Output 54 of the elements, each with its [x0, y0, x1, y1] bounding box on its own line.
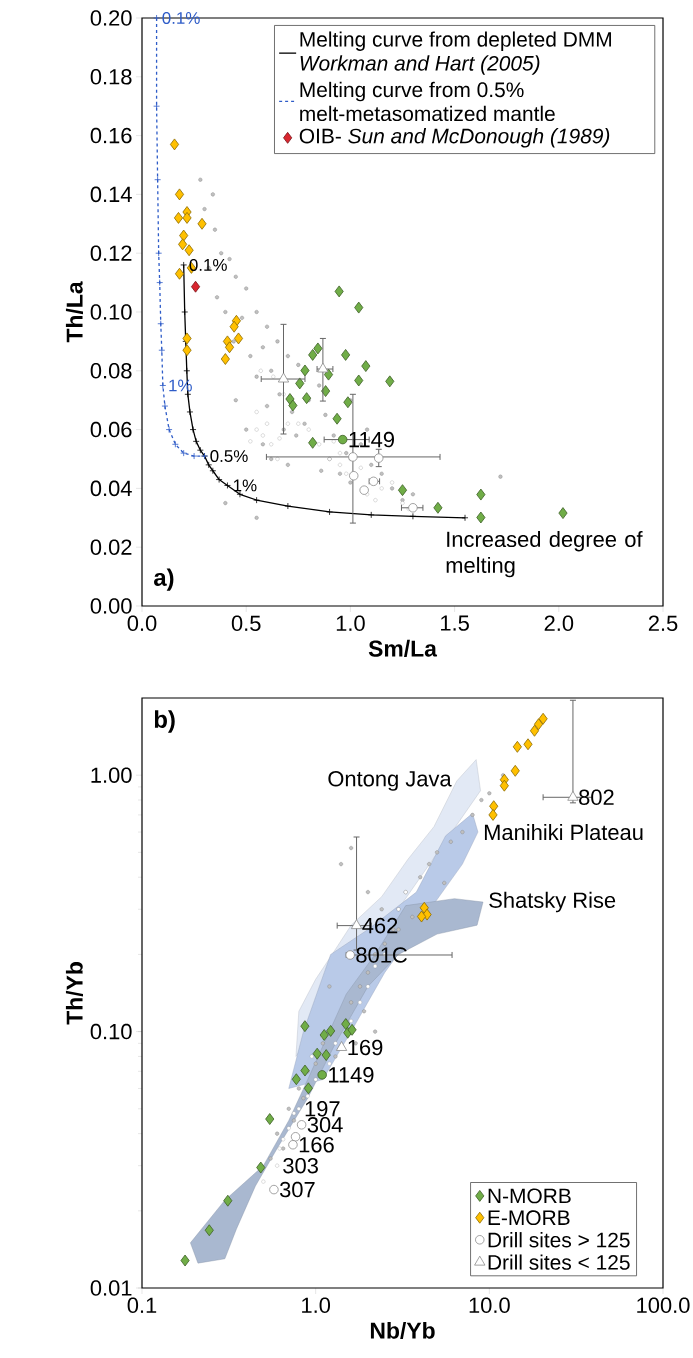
y-tick-label: 0.18	[90, 69, 132, 85]
annotation: Shatsky Rise	[489, 891, 616, 913]
annotation: 1149	[349, 431, 394, 448]
y-tick-label: 0.01	[90, 1280, 132, 1296]
y-tick-label: 0.02	[90, 539, 132, 555]
y-tick-label: 1.00	[91, 767, 132, 783]
x-tick-label: 1.0	[336, 615, 365, 632]
annotation: Manihiki Plateau	[484, 824, 643, 841]
x-tick-label: 0.5	[231, 615, 261, 632]
y-tick-label: 0.00	[90, 598, 132, 614]
x-tick-label: 1.5	[441, 615, 469, 631]
annotation: 802	[579, 789, 614, 806]
annotation: 0.5%	[210, 450, 248, 463]
y-tick-label: 0.16	[90, 127, 132, 144]
x-tick-label: 2.0	[544, 615, 574, 632]
y-axis-title: Th/La	[65, 281, 83, 343]
x-tick-label: 1.0	[302, 1297, 331, 1314]
annotation: 801C	[356, 947, 407, 963]
annotation: 166	[299, 1136, 334, 1153]
y-tick-label: 0.20	[90, 10, 132, 26]
y-axis-title: Th/Yb	[65, 962, 83, 1025]
annotation: 1149	[329, 1067, 374, 1083]
y-tick-label: 0.06	[90, 421, 132, 438]
annotation: 197	[305, 1101, 340, 1117]
annotation: 304	[307, 1117, 343, 1133]
x-axis-title: Sm/La	[368, 639, 438, 657]
x-tick-label: 2.5	[648, 615, 678, 632]
y-tick-label: 0.10	[90, 304, 132, 320]
y-tick-label: 0.10	[90, 1023, 132, 1040]
chart-title: b)	[154, 710, 175, 733]
legend-label: Drill sites < 125	[488, 1254, 630, 1270]
legend-label: Melting curve from 0.5% melt-metasomatized mantle	[300, 81, 555, 122]
y-tick-label: 0.14	[90, 186, 132, 203]
legend-label: E-MORB	[488, 1210, 570, 1226]
legend-label: Drill sites > 125	[488, 1232, 630, 1248]
annotation: 307	[279, 1181, 315, 1198]
x-tick-label: 100.0	[637, 1297, 690, 1314]
x-axis-title: Nb/Yb	[370, 1321, 435, 1339]
x-tick-label: 10.0	[469, 1297, 510, 1314]
annotation: 303	[283, 1157, 318, 1174]
annotation: Ontong Java	[328, 770, 452, 791]
annotation: 1%	[233, 479, 257, 492]
annotation: Increased degree of melting	[446, 530, 643, 578]
y-tick-label: 0.04	[90, 480, 132, 497]
annotation: 462	[362, 917, 398, 934]
y-tick-label: 0.12	[90, 245, 132, 261]
legend-label: N-MORB	[488, 1188, 571, 1204]
text: a)	[154, 568, 174, 591]
legend-label: OIB- Sun and McDonough (1989)	[299, 128, 610, 148]
annotation: 169	[348, 1039, 383, 1056]
x-tick-label: 0.1	[127, 1297, 157, 1314]
x-tick-label: 0.0	[127, 615, 157, 632]
legend-label: Melting curve from depleted DMM Workman and Hart (2005)	[300, 31, 611, 75]
y-tick-label: 0.08	[90, 363, 132, 379]
